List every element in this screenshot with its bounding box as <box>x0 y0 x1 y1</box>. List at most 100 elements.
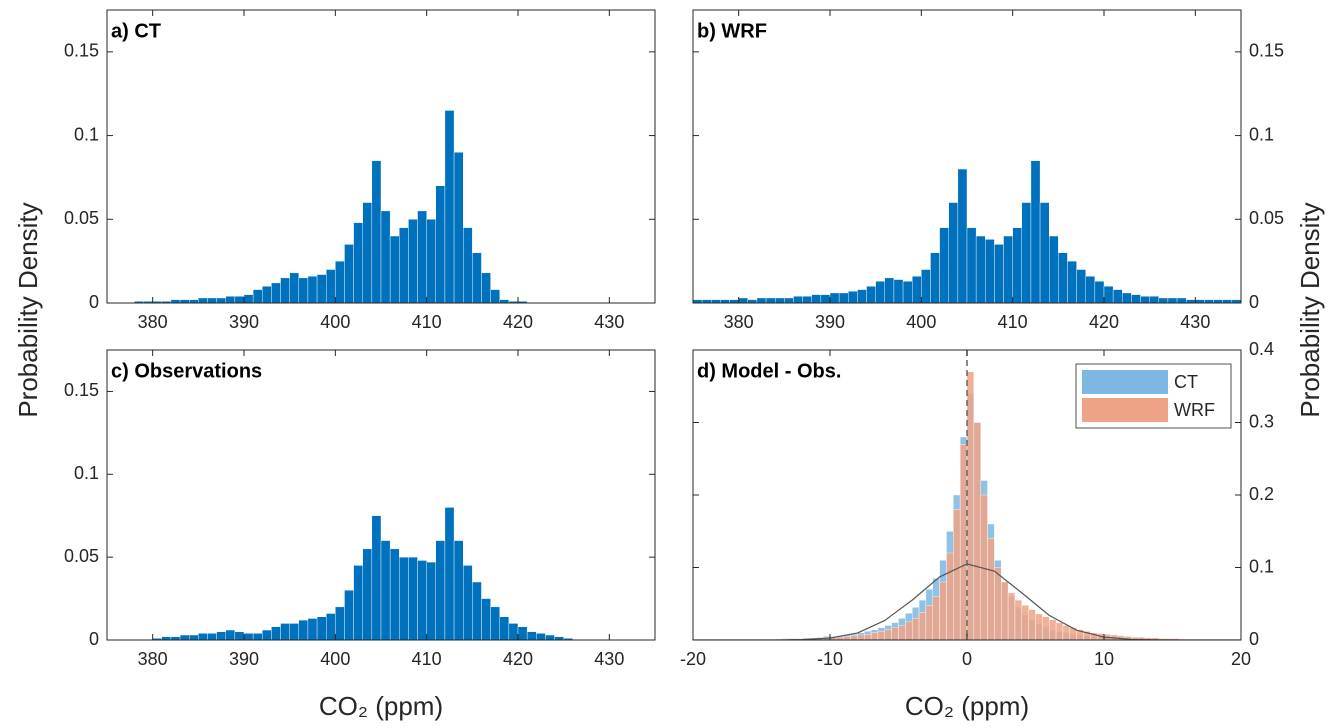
histogram-bar <box>188 299 199 303</box>
histogram-bar <box>490 606 500 640</box>
y-tick-label: 0 <box>1249 292 1259 312</box>
histogram-bar <box>271 282 281 303</box>
plot-area <box>693 160 1241 303</box>
histogram-bar <box>417 210 427 303</box>
histogram-bar <box>426 561 436 640</box>
histogram-bar <box>720 299 730 303</box>
histogram-bar <box>843 636 851 640</box>
y-tick-label: 0.1 <box>1249 124 1274 144</box>
histogram-bar <box>884 629 892 640</box>
histogram-bar <box>946 552 954 640</box>
histogram-bar <box>877 631 886 640</box>
histogram-bar <box>1131 294 1141 303</box>
histogram-bar <box>987 538 995 640</box>
plot-area <box>152 507 574 640</box>
histogram-bar <box>444 507 455 640</box>
x-axis-label: CO₂ (ppm) <box>319 691 443 721</box>
histogram-bar <box>1085 276 1096 303</box>
histogram-bar <box>316 274 327 303</box>
histogram-bar <box>298 619 309 640</box>
x-tick-label: -20 <box>680 649 706 669</box>
histogram-bar <box>207 297 217 303</box>
axes-frame <box>692 9 1242 304</box>
y-tick-label: 0.05 <box>64 546 99 566</box>
histogram-bar <box>985 239 995 303</box>
histogram-bar <box>966 371 975 640</box>
histogram-bar <box>1001 581 1009 640</box>
histogram-bar <box>280 623 290 640</box>
histogram-bar <box>472 252 482 303</box>
histogram-bar <box>207 633 217 640</box>
histogram-bar <box>225 296 236 303</box>
histogram-bar <box>326 269 336 303</box>
histogram-bar <box>426 219 436 303</box>
histogram-bar <box>271 626 281 640</box>
histogram-bar <box>1048 619 1057 640</box>
histogram-bar <box>838 292 849 303</box>
histogram-bar <box>499 616 510 640</box>
histogram-bar <box>905 621 913 640</box>
panel-label: d) Model - Obs. <box>697 360 841 382</box>
histogram-bar <box>179 299 190 303</box>
x-tick-label: 430 <box>1180 312 1210 332</box>
histogram-bar <box>857 634 865 640</box>
histogram-bar <box>939 581 947 640</box>
histogram-bar <box>898 625 906 640</box>
histogram-bar <box>1042 616 1050 640</box>
histogram-bar <box>939 227 949 303</box>
histogram-bar <box>864 634 872 640</box>
x-axis-label: CO₂ (ppm) <box>905 691 1029 721</box>
histogram-bar <box>353 565 363 640</box>
histogram-bar <box>1149 296 1159 303</box>
y-tick-label: 0.05 <box>1249 208 1284 228</box>
panel-label: b) WRF <box>697 20 767 42</box>
histogram-bar <box>243 294 254 303</box>
histogram-bar <box>526 631 537 640</box>
legend-swatch <box>1082 370 1168 394</box>
histogram-bar <box>453 540 464 640</box>
histogram-bar <box>1014 599 1023 640</box>
x-tick-label: 400 <box>906 312 936 332</box>
histogram-bar <box>353 222 363 303</box>
histogram-bar <box>953 509 961 640</box>
y-axis-label: Probability Density <box>1295 202 1325 417</box>
histogram-bar <box>216 297 226 303</box>
x-tick-label: 430 <box>594 649 624 669</box>
histogram-bar <box>545 634 555 640</box>
x-tick-label: 380 <box>724 312 754 332</box>
histogram-bar <box>1007 592 1016 640</box>
histogram-bar <box>994 567 1002 640</box>
x-tick-label: 390 <box>229 312 259 332</box>
plot-area <box>134 110 528 303</box>
histogram-bar <box>170 299 181 303</box>
histogram-bar <box>316 616 327 640</box>
histogram-bar <box>1030 160 1041 303</box>
histogram-bar <box>234 631 245 640</box>
histogram-bar <box>389 235 400 303</box>
histogram-bar <box>925 605 933 640</box>
histogram-bar <box>1222 299 1233 303</box>
panel-label: a) CT <box>111 20 161 42</box>
histogram-bar <box>225 629 236 640</box>
histogram-bar <box>362 548 373 640</box>
histogram-bar <box>335 260 345 303</box>
histogram-bar <box>408 219 418 303</box>
histogram-bar <box>298 277 309 303</box>
histogram-bar <box>326 613 336 640</box>
y-tick-label: 0.15 <box>64 41 99 61</box>
x-tick-label: 410 <box>412 649 442 669</box>
histogram-bar <box>912 618 920 640</box>
histogram-bar <box>1058 252 1068 303</box>
histogram-bar <box>918 612 927 640</box>
histogram-bar <box>875 281 886 303</box>
y-tick-label: 0.1 <box>74 463 99 483</box>
histogram-bar <box>1067 260 1077 303</box>
histogram-bar <box>289 272 299 303</box>
histogram-bar <box>1122 292 1132 303</box>
x-tick-label: 380 <box>138 649 168 669</box>
x-tick-label: 20 <box>1231 649 1251 669</box>
histogram-bar <box>444 110 455 303</box>
histogram-bar <box>975 235 986 303</box>
legend-swatch <box>1082 398 1168 422</box>
histogram-bar <box>1204 299 1214 303</box>
